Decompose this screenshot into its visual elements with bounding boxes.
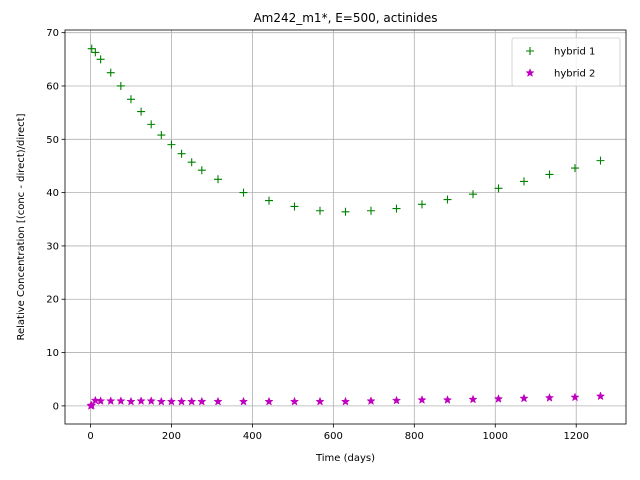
data-point [238,396,249,406]
data-point [177,149,186,158]
legend-label: hybrid 2 [554,69,595,80]
data-point [340,396,351,406]
data-point [595,391,606,401]
legend-label: hybrid 1 [554,47,595,58]
y-tick-label: 0 [53,401,59,412]
x-tick-label: 0 [87,431,93,442]
legend-entry: hybrid 1 [526,47,595,58]
data-point [176,396,187,406]
x-tick-label: 600 [324,431,343,442]
data-point [126,95,135,104]
x-tick-label: 1200 [563,431,588,442]
data-point [418,200,426,209]
data-point [443,195,452,204]
data-point [596,156,605,165]
data-point [442,395,453,404]
data-point [545,170,554,179]
data-point [96,55,105,64]
data-point [570,392,580,402]
y-axis-label: Relative Concentration [(conc - direct)/… [16,113,27,340]
data-point [494,184,503,193]
x-tick-label: 200 [162,431,181,442]
data-point [106,396,116,406]
data-point [87,44,96,53]
data-point [167,140,176,149]
y-tick-label: 50 [46,135,59,146]
data-point [137,107,146,116]
series-2 [86,391,606,410]
data-point [90,395,101,405]
legend-marker [526,47,534,55]
x-axis-ticks: 0 200 400 600 800 1000 1200 [87,424,589,442]
data-point [392,204,401,213]
y-tick-label: 20 [46,295,59,306]
data-point [468,394,478,404]
data-point [316,206,324,215]
y-tick-label: 10 [46,348,59,359]
data-point [91,48,100,57]
data-point [116,81,125,90]
y-tick-label: 40 [46,188,59,199]
series-1 [87,44,605,216]
chart-title: Am242_m1*, E=500, actinides [253,11,437,25]
data-point [197,166,206,175]
data-point [187,396,197,406]
data-point [391,395,402,405]
data-point [417,395,427,404]
data-point [289,396,300,406]
x-tick-label: 800 [405,431,424,442]
data-point [239,188,248,197]
x-axis-label: Time (days) [315,453,375,464]
data-point [265,196,273,205]
data-point [157,131,166,140]
data-point [136,396,146,406]
data-point [469,190,477,199]
data-point [290,202,299,211]
data-point [315,396,325,406]
plot-area [86,44,606,410]
axes-frame [64,29,627,425]
data-point [520,177,528,186]
data-point [214,175,222,184]
data-point [367,206,375,215]
data-point [519,393,529,403]
data-point [341,207,350,216]
y-axis-ticks: 0 10 20 30 40 50 60 70 [46,28,65,412]
data-point [116,396,126,406]
data-point [147,120,156,129]
data-point [544,392,555,402]
y-tick-label: 60 [46,81,59,92]
data-point [197,396,207,406]
grid [65,30,626,424]
data-point [166,396,177,406]
data-point [571,164,579,173]
data-point [126,396,136,406]
legend-box [511,37,621,87]
x-tick-label: 1000 [483,431,508,442]
data-point [156,396,166,406]
data-point [187,158,196,167]
legend: hybrid 1 hybrid 2 [511,37,621,87]
y-tick-label: 70 [46,28,59,39]
data-point [213,396,223,406]
y-tick-label: 30 [46,241,59,252]
data-point [106,68,115,77]
data-point [95,396,106,406]
data-point [146,396,156,406]
data-point [366,396,376,406]
data-point [264,396,274,406]
data-point [493,394,504,403]
x-tick-label: 400 [243,431,262,442]
legend-entry: hybrid 2 [525,68,595,80]
data-point [87,400,97,410]
legend-marker [525,68,535,77]
